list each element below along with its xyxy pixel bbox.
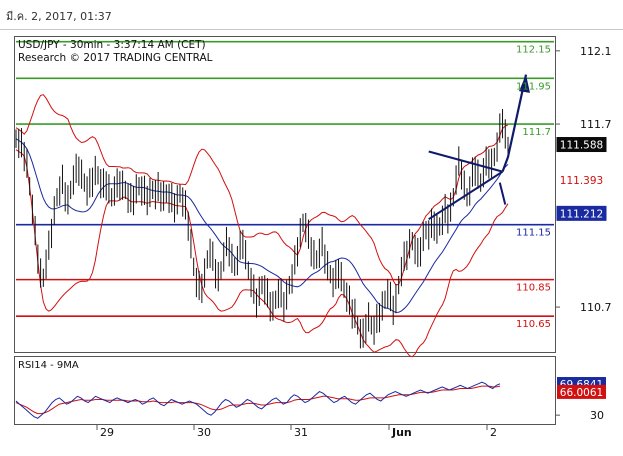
price-badge-box <box>556 172 607 188</box>
level-labels: 112.15 111.95 111.7 111.15 110.85 110.65 <box>516 45 551 331</box>
bollinger-bands <box>15 94 509 358</box>
time-tick-label: 30 <box>197 426 211 439</box>
price-tick-label: 110.7 <box>580 301 612 314</box>
bollinger-upper <box>15 94 509 286</box>
level-label-112-15: 112.15 <box>516 45 551 56</box>
price-tick-label: 111.7 <box>580 118 612 131</box>
chart-subtitle: Research © 2017 TRADING CENTRAL <box>18 52 213 64</box>
level-label-111-15: 111.15 <box>516 228 551 239</box>
triangle-lower-trendline <box>428 170 504 221</box>
triangle-base <box>498 182 507 205</box>
price-badge-label: 111.212 <box>560 208 603 220</box>
level-label-111-95: 111.95 <box>516 81 551 92</box>
timestamp-label: มี.ค. 2, 2017, 01:37 <box>6 10 112 23</box>
time-tick-label: 31 <box>294 426 308 439</box>
time-tick-label: 29 <box>100 426 114 439</box>
price-badge-box <box>556 205 607 221</box>
price-badge-label: 111.393 <box>560 175 603 187</box>
time-tick-label: Jun <box>391 426 412 439</box>
forecast-arrow <box>501 74 528 173</box>
triangle-upper-trendline <box>428 150 503 173</box>
price-axis: 112.1 111.7 110.7 <box>555 45 612 314</box>
moving-average <box>15 138 509 313</box>
forecast-arrowhead-icon <box>519 74 530 93</box>
price-badge-label: 111.588 <box>560 140 603 152</box>
rsi-series <box>15 381 501 419</box>
rsi-badges: 69.684166.0061 <box>557 377 606 399</box>
price-badge-box <box>556 137 607 153</box>
time-axis: 29 30 31 Jun 2 <box>96 424 497 439</box>
rsi-badge-label: 66.0061 <box>560 387 603 399</box>
rsi-panel-frame <box>14 356 556 425</box>
header-bar <box>0 0 623 30</box>
level-label-110-85: 110.85 <box>516 283 551 294</box>
support-resistance-levels <box>16 40 554 318</box>
time-tick-label: 2 <box>490 426 497 439</box>
price-panel-frame <box>14 36 556 353</box>
price-tick-label: 112.1 <box>580 45 612 58</box>
price-badges: 111.588 111.393 111.212 <box>556 137 607 221</box>
level-label-111-7: 111.7 <box>522 127 551 138</box>
rsi-tick-label: 30 <box>590 409 604 422</box>
rsi-title: RSI14 - 9MA <box>18 360 79 371</box>
rsi-axis: 30 <box>555 409 604 422</box>
chart-annotations <box>428 74 530 221</box>
level-label-110-65: 110.65 <box>516 319 551 330</box>
bollinger-lower <box>15 149 509 358</box>
chart-title: USD/JPY - 30min - 3:37:14 AM (CET) <box>18 39 206 51</box>
rsi-badge-box <box>557 384 606 399</box>
rsi-ma-line <box>15 385 501 415</box>
rsi-line <box>15 381 501 419</box>
price-series <box>15 109 509 349</box>
